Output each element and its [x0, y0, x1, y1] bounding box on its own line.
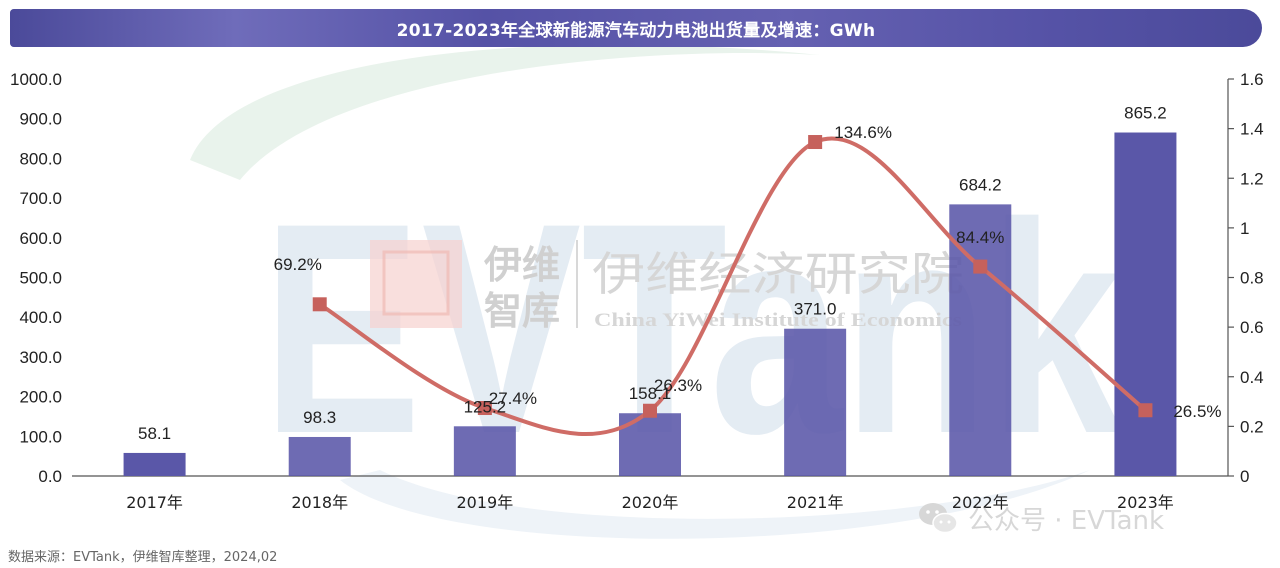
watermark-divider [576, 240, 578, 328]
axes-group: 0.0 100.0 200.0 300.0 400.0 500.0 600.0 700.0 80… [10, 70, 1264, 512]
x-tick-label: 2019年 [456, 493, 513, 512]
growth-value-label: 27.4% [489, 389, 537, 408]
x-tick-label: 2022年 [952, 493, 1009, 512]
chart-title: 2017-2023年全球新能源汽车动力电池出货量及增速：GWh [396, 20, 876, 41]
title-bar: 2017-2023年全球新能源汽车动力电池出货量及增速：GWh [10, 9, 1262, 47]
bar [1114, 132, 1177, 476]
growth-marker [808, 135, 823, 150]
watermark-swoosh-top [190, 44, 820, 180]
right-y-tick-label: 0.4 [1240, 368, 1264, 387]
left-y-tick-label: 1000.0 [10, 70, 62, 89]
bar-value-label: 125.2 [464, 397, 507, 416]
right-y-tick-label: 0 [1240, 467, 1249, 486]
watermark-swoosh-bottom [340, 470, 1090, 539]
right-y-tick-label: 1 [1240, 219, 1249, 238]
watermark-center-cn: 伊维经济研究院 [592, 247, 964, 301]
watermark-logo-square [370, 240, 462, 328]
left-y-tick-label: 0.0 [38, 467, 62, 486]
bar [123, 452, 186, 476]
right-y-tick-label: 0.8 [1240, 269, 1264, 288]
right-y-tick-label: 1.6 [1240, 70, 1264, 89]
wechat-icon [919, 503, 958, 534]
growth-value-label: 26.3% [654, 376, 702, 395]
bar [288, 436, 351, 476]
left-y-tick-label: 900.0 [19, 110, 62, 129]
watermark-logo-cn-line1: 伊维 [483, 243, 560, 287]
bar-value-label: 865.2 [1124, 104, 1167, 123]
left-y-tick-label: 400.0 [19, 308, 62, 327]
bar-value-label: 684.2 [959, 175, 1002, 194]
left-y-tick-label: 300.0 [19, 348, 62, 367]
growth-value-label: 26.5% [1173, 402, 1221, 421]
right-y-tick-label: 0.6 [1240, 318, 1264, 337]
growth-marker [1138, 403, 1153, 418]
bars-group [123, 132, 1177, 476]
watermark-center-en: China YiWei Institute of Economics [594, 310, 962, 331]
bar-value-label: 371.0 [794, 300, 837, 319]
bar-value-label: 98.3 [303, 408, 336, 427]
growth-marker [973, 259, 988, 274]
bar-value-label: 58.1 [138, 424, 171, 443]
x-tick-label: 2023年 [1117, 493, 1174, 512]
bar [784, 328, 847, 476]
left-y-tick-label: 800.0 [19, 149, 62, 168]
right-y-tick-label: 1.4 [1240, 120, 1264, 139]
left-y-tick-label: 700.0 [19, 189, 62, 208]
growth-value-label: 134.6% [834, 123, 892, 142]
left-y-tick-label: 600.0 [19, 229, 62, 248]
labels-group: 58.1 98.3 125.2 158.1 371.0 684.2 865.2 69.2% 27… [138, 104, 1222, 443]
x-tick-label: 2020年 [622, 493, 679, 512]
left-y-tick-label: 500.0 [19, 269, 62, 288]
x-tick-label: 2021年 [787, 493, 844, 512]
bar [453, 426, 516, 476]
left-y-tick-label: 200.0 [19, 388, 62, 407]
x-tick-label: 2017年 [126, 493, 183, 512]
right-y-tick-label: 1.2 [1240, 169, 1264, 188]
right-y-tick-label: 0.2 [1240, 417, 1264, 436]
growth-line [318, 136, 1147, 436]
growth-value-label: 84.4% [956, 228, 1004, 247]
growth-marker [643, 403, 657, 418]
watermark-logo-cn-line2: 智库 [484, 289, 560, 333]
x-tick-label: 2018年 [291, 493, 348, 512]
source-note: 数据来源：EVTank，伊维智库整理，2024,02 [8, 550, 278, 565]
wechat-watermark: 公众号 · EVTank [918, 498, 1164, 538]
bar-value-label: 158.1 [629, 384, 672, 403]
line-group [312, 135, 1153, 436]
left-y-tick-label: 100.0 [19, 427, 62, 446]
wechat-watermark-text: 公众号 · EVTank [968, 505, 1165, 536]
growth-value-label: 69.2% [274, 255, 322, 274]
growth-marker [312, 297, 327, 312]
growth-marker [477, 401, 492, 416]
